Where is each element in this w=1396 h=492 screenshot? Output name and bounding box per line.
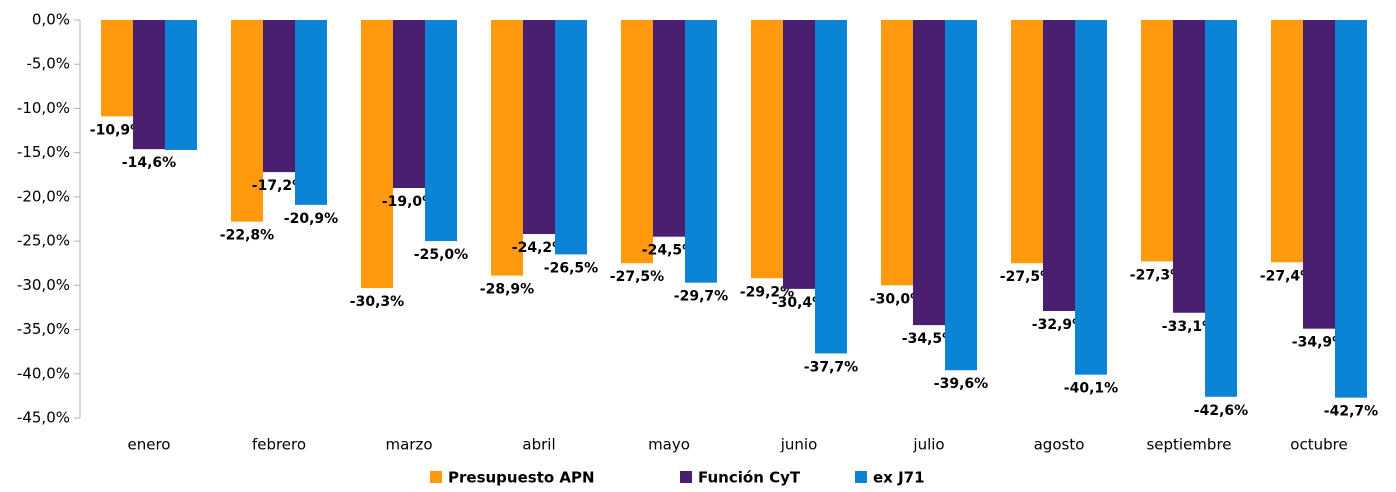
y-tick-label: -25,0%	[17, 232, 70, 250]
value-label: -27,5%	[1000, 269, 1054, 285]
bar	[945, 20, 977, 371]
value-label: -33,1%	[1162, 319, 1216, 335]
value-label: -27,5%	[610, 269, 664, 285]
value-label: -19,0%	[382, 194, 436, 210]
y-tick-label: -30,0%	[17, 276, 70, 294]
bar	[815, 20, 847, 354]
x-tick-label: junio	[780, 436, 818, 454]
legend-label: Función CyT	[698, 469, 801, 487]
bar	[1271, 20, 1303, 263]
value-label: -30,4%	[772, 295, 826, 311]
x-tick-label: mayo	[648, 436, 690, 454]
bar	[295, 20, 327, 205]
bar	[425, 20, 457, 242]
bar	[751, 20, 783, 279]
x-tick-label: agosto	[1034, 436, 1085, 454]
y-tick-label: 0,0%	[32, 11, 70, 29]
bar	[165, 20, 197, 151]
value-label: -30,3%	[350, 294, 404, 310]
x-tick-label: julio	[912, 436, 944, 454]
y-tick-label: -45,0%	[17, 409, 70, 427]
bar	[133, 20, 165, 150]
bar	[1043, 20, 1075, 311]
value-label: -39,6%	[934, 376, 988, 392]
x-tick-label: enero	[128, 436, 171, 454]
y-tick-label: -5,0%	[26, 55, 70, 73]
value-label: -40,1%	[1064, 381, 1118, 397]
bar	[1011, 20, 1043, 264]
bar	[881, 20, 913, 286]
x-tick-label: abril	[522, 436, 555, 454]
bar	[555, 20, 587, 255]
value-label: -37,7%	[804, 359, 858, 375]
legend-label: ex J71	[873, 469, 925, 487]
value-label: -14,6%	[122, 155, 176, 171]
value-label: -24,5%	[642, 243, 696, 259]
y-tick-label: -15,0%	[17, 143, 70, 161]
value-label: -29,2%	[740, 284, 794, 300]
bar	[783, 20, 815, 289]
value-label: -10,9%	[90, 122, 144, 138]
value-label: -22,8%	[220, 228, 274, 244]
legend-label: Presupuesto APN	[448, 469, 595, 487]
bar	[1303, 20, 1335, 329]
value-label: -34,5%	[902, 331, 956, 347]
value-label: -25,0%	[414, 247, 468, 263]
y-tick-label: -40,0%	[17, 364, 70, 382]
bar	[393, 20, 425, 189]
value-label: -26,5%	[544, 260, 598, 276]
bar	[523, 20, 555, 235]
bar	[101, 20, 133, 117]
value-label: -42,7%	[1324, 404, 1378, 420]
bar	[685, 20, 717, 283]
x-tick-label: septiembre	[1146, 436, 1231, 454]
bar	[491, 20, 523, 276]
y-tick-label: -10,0%	[17, 99, 70, 117]
bar	[361, 20, 393, 288]
bar	[653, 20, 685, 237]
bar	[1335, 20, 1367, 398]
bar	[1205, 20, 1237, 397]
value-label: -28,9%	[480, 282, 534, 298]
x-tick-label: octubre	[1290, 436, 1347, 454]
bar	[1173, 20, 1205, 313]
value-label: -27,3%	[1130, 267, 1184, 283]
bar	[913, 20, 945, 326]
legend-swatch	[430, 471, 442, 483]
value-label: -17,2%	[252, 178, 306, 194]
legend-swatch	[680, 471, 692, 483]
value-label: -32,9%	[1032, 317, 1086, 333]
bar	[231, 20, 263, 222]
value-label: -20,9%	[284, 211, 338, 227]
value-label: -24,2%	[512, 240, 566, 256]
x-tick-label: febrero	[252, 436, 306, 454]
value-label: -34,9%	[1292, 335, 1346, 351]
y-tick-label: -20,0%	[17, 187, 70, 205]
value-label: -29,7%	[674, 289, 728, 305]
value-label: -30,0%	[870, 291, 924, 307]
y-tick-label: -35,0%	[17, 320, 70, 338]
x-tick-label: marzo	[385, 436, 432, 454]
bar	[1075, 20, 1107, 375]
bar	[263, 20, 295, 173]
legend-swatch	[855, 471, 867, 483]
bar	[621, 20, 653, 264]
bar	[1141, 20, 1173, 262]
value-label: -42,6%	[1194, 403, 1248, 419]
value-label: -27,4%	[1260, 268, 1314, 284]
